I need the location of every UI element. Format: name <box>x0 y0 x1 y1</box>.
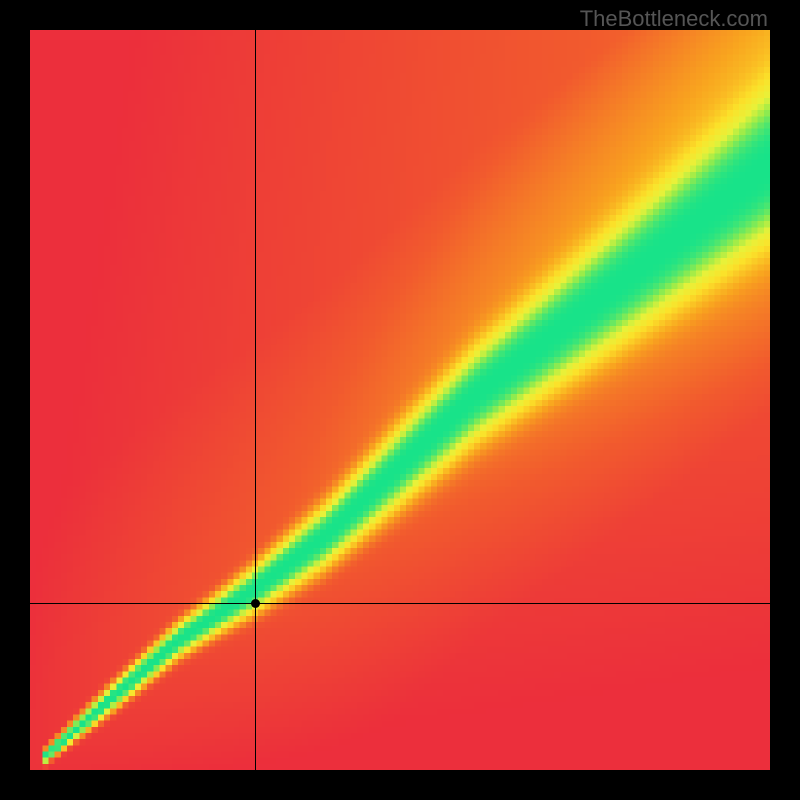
crosshair-horizontal-line <box>30 603 770 604</box>
watermark-text: TheBottleneck.com <box>580 6 768 32</box>
crosshair-vertical-line <box>255 30 256 770</box>
chart-container: TheBottleneck.com <box>0 0 800 800</box>
bottleneck-heatmap <box>30 30 770 770</box>
